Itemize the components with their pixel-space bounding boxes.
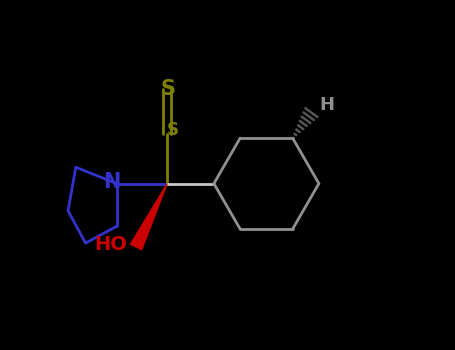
Text: H: H: [319, 96, 334, 114]
Text: N: N: [103, 172, 121, 191]
Text: S: S: [161, 79, 176, 99]
Polygon shape: [131, 183, 167, 250]
Text: S: S: [167, 121, 179, 139]
Text: HO: HO: [94, 236, 127, 254]
